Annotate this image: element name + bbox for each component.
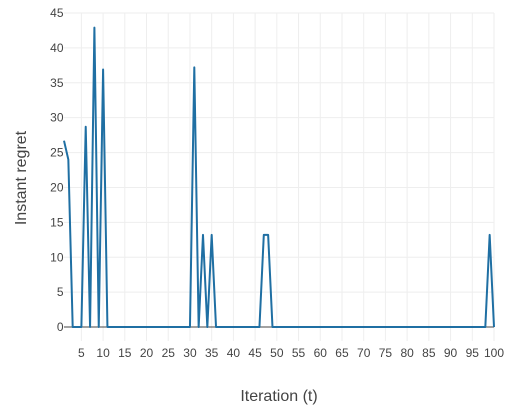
x-tick-label: 10 [96, 346, 110, 360]
x-tick-label: 15 [118, 346, 132, 360]
x-axis-title: Iteration (t) [240, 388, 317, 405]
x-tick-label: 50 [270, 346, 284, 360]
x-tick-label: 100 [484, 346, 504, 360]
x-tick-label: 65 [335, 346, 349, 360]
y-tick-labels: 0 5 10 15 20 25 30 35 40 45 [50, 6, 64, 334]
x-tick-label: 95 [466, 346, 480, 360]
y-tick-label: 25 [50, 146, 64, 160]
y-tick-label: 40 [50, 41, 64, 55]
y-tick-label: 20 [50, 180, 64, 194]
x-tick-label: 5 [78, 346, 85, 360]
x-tick-label: 20 [140, 346, 154, 360]
x-tick-label: 35 [205, 346, 219, 360]
x-tick-label: 90 [444, 346, 458, 360]
x-tick-label: 30 [183, 346, 197, 360]
x-tick-label: 55 [292, 346, 306, 360]
y-tick-label: 5 [57, 285, 64, 299]
regret-series-line [63, 26, 495, 329]
x-tick-label: 45 [248, 346, 262, 360]
x-tick-label: 60 [314, 346, 328, 360]
x-tick-label: 80 [400, 346, 414, 360]
x-tick-labels: 5 10 15 20 25 30 35 40 45 50 55 60 65 70 75 80 85 90 95 100 [78, 346, 504, 360]
x-tick-label: 75 [379, 346, 393, 360]
y-tick-label: 30 [50, 111, 64, 125]
y-tick-label: 45 [50, 6, 64, 20]
y-tick-label: 35 [50, 76, 64, 90]
x-tick-label: 25 [162, 346, 176, 360]
grid [64, 12, 495, 341]
y-tick-label: 0 [57, 320, 64, 334]
y-axis-title: Instant regret [13, 130, 30, 225]
series-layer [63, 26, 495, 329]
y-tick-label: 15 [50, 215, 64, 229]
x-tick-label: 70 [357, 346, 371, 360]
y-tick-label: 10 [50, 250, 64, 264]
x-tick-label: 40 [227, 346, 241, 360]
x-tick-label: 85 [422, 346, 436, 360]
